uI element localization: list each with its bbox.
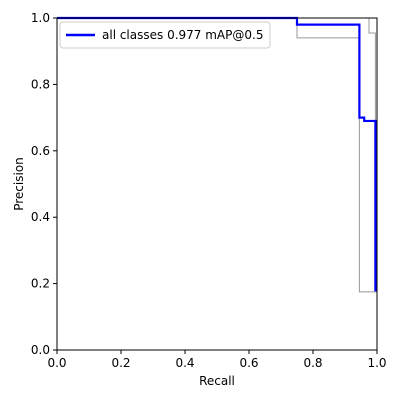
series-line-all-classes	[57, 16, 377, 292]
y-axis: 0.0 0.2 0.4 0.6 0.8 1.0	[31, 11, 57, 357]
y-tick-label: 0.2	[31, 277, 50, 291]
y-tick-label: 0.4	[31, 210, 50, 224]
x-tick-label: 0.4	[175, 356, 194, 370]
legend-box	[59, 21, 271, 49]
x-axis-title: Recall	[199, 374, 235, 388]
x-tick-label: 1.0	[367, 356, 386, 370]
x-tick-label: 0.6	[239, 356, 258, 370]
legend-label: all classes 0.977 mAP@0.5	[102, 28, 263, 42]
plot-frame	[56, 17, 378, 351]
y-axis-title: Precision	[12, 157, 26, 211]
x-tick-label: 0.8	[303, 356, 322, 370]
x-tick-label: 0.2	[111, 356, 130, 370]
x-axis: 0.0 0.2 0.4 0.6 0.8 1.0	[47, 350, 387, 370]
y-tick-label: 0.6	[31, 144, 50, 158]
legend: all classes 0.977 mAP@0.5	[59, 21, 271, 49]
y-tick-label: 0.0	[31, 343, 50, 357]
y-tick-label: 1.0	[31, 11, 50, 25]
x-tick-label: 0.0	[47, 356, 66, 370]
y-tick-label: 0.8	[31, 77, 50, 91]
